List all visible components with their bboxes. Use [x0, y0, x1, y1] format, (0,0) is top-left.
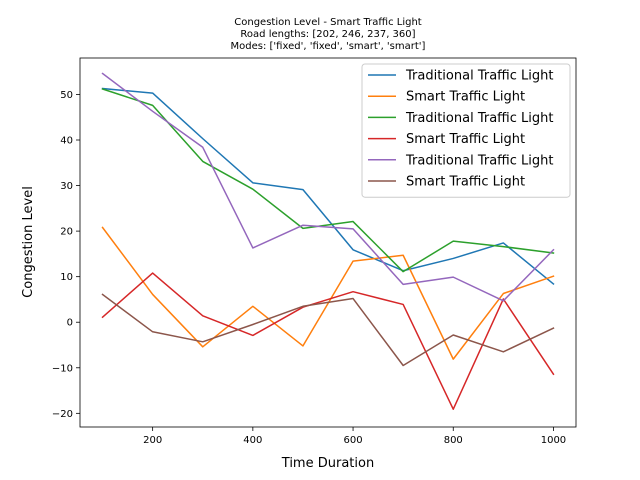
x-tick-label: 200	[143, 435, 162, 446]
y-tick-label: −20	[52, 409, 73, 420]
legend-label-6: Smart Traffic Light	[406, 175, 525, 190]
series-line-4	[101, 272, 555, 410]
series-line-5	[101, 72, 555, 302]
y-tick-label: 30	[60, 181, 73, 192]
plot-frame	[79, 57, 577, 428]
series-line-2	[101, 226, 555, 360]
y-tick-label: −10	[52, 363, 73, 374]
y-axis-label: Congestion Level	[21, 186, 36, 298]
chart-title-line-3: Modes: ['fixed', 'fixed', 'smart', 'smar…	[231, 41, 426, 52]
series-lines	[101, 72, 555, 410]
legend: Traditional Traffic Light Smart Traffic L…	[361, 63, 571, 198]
legend-label-4: Smart Traffic Light	[406, 132, 525, 147]
legend-box	[361, 63, 571, 198]
chart-title-line-2: Road lengths: [202, 246, 237, 360]	[240, 29, 415, 40]
series-line-3	[101, 88, 555, 273]
x-axis-label: Time Duration	[281, 456, 374, 471]
legend-label-1: Traditional Traffic Light	[405, 69, 553, 84]
legend-label-2: Smart Traffic Light	[406, 90, 525, 105]
legend-label-5: Traditional Traffic Light	[405, 153, 553, 168]
y-tick-label: 40	[60, 136, 73, 147]
x-tick-label: 800	[444, 435, 463, 446]
y-tick-label: 50	[60, 90, 73, 101]
series-line-6	[101, 293, 555, 367]
x-tick-label: 400	[243, 435, 262, 446]
y-tick-label: 20	[60, 227, 73, 238]
y-tick-label: 10	[60, 272, 73, 283]
axes: 200 400 600 800 1000 −20 −10 0 10 20 30 40 50	[52, 57, 577, 446]
x-tick-label: 1000	[541, 435, 566, 446]
x-tick-label: 600	[344, 435, 363, 446]
chart-title-line-1: Congestion Level - Smart Traffic Light	[234, 17, 422, 28]
legend-label-3: Traditional Traffic Light	[405, 111, 553, 126]
series-line-1	[101, 87, 555, 286]
y-tick-label: 0	[67, 318, 73, 329]
